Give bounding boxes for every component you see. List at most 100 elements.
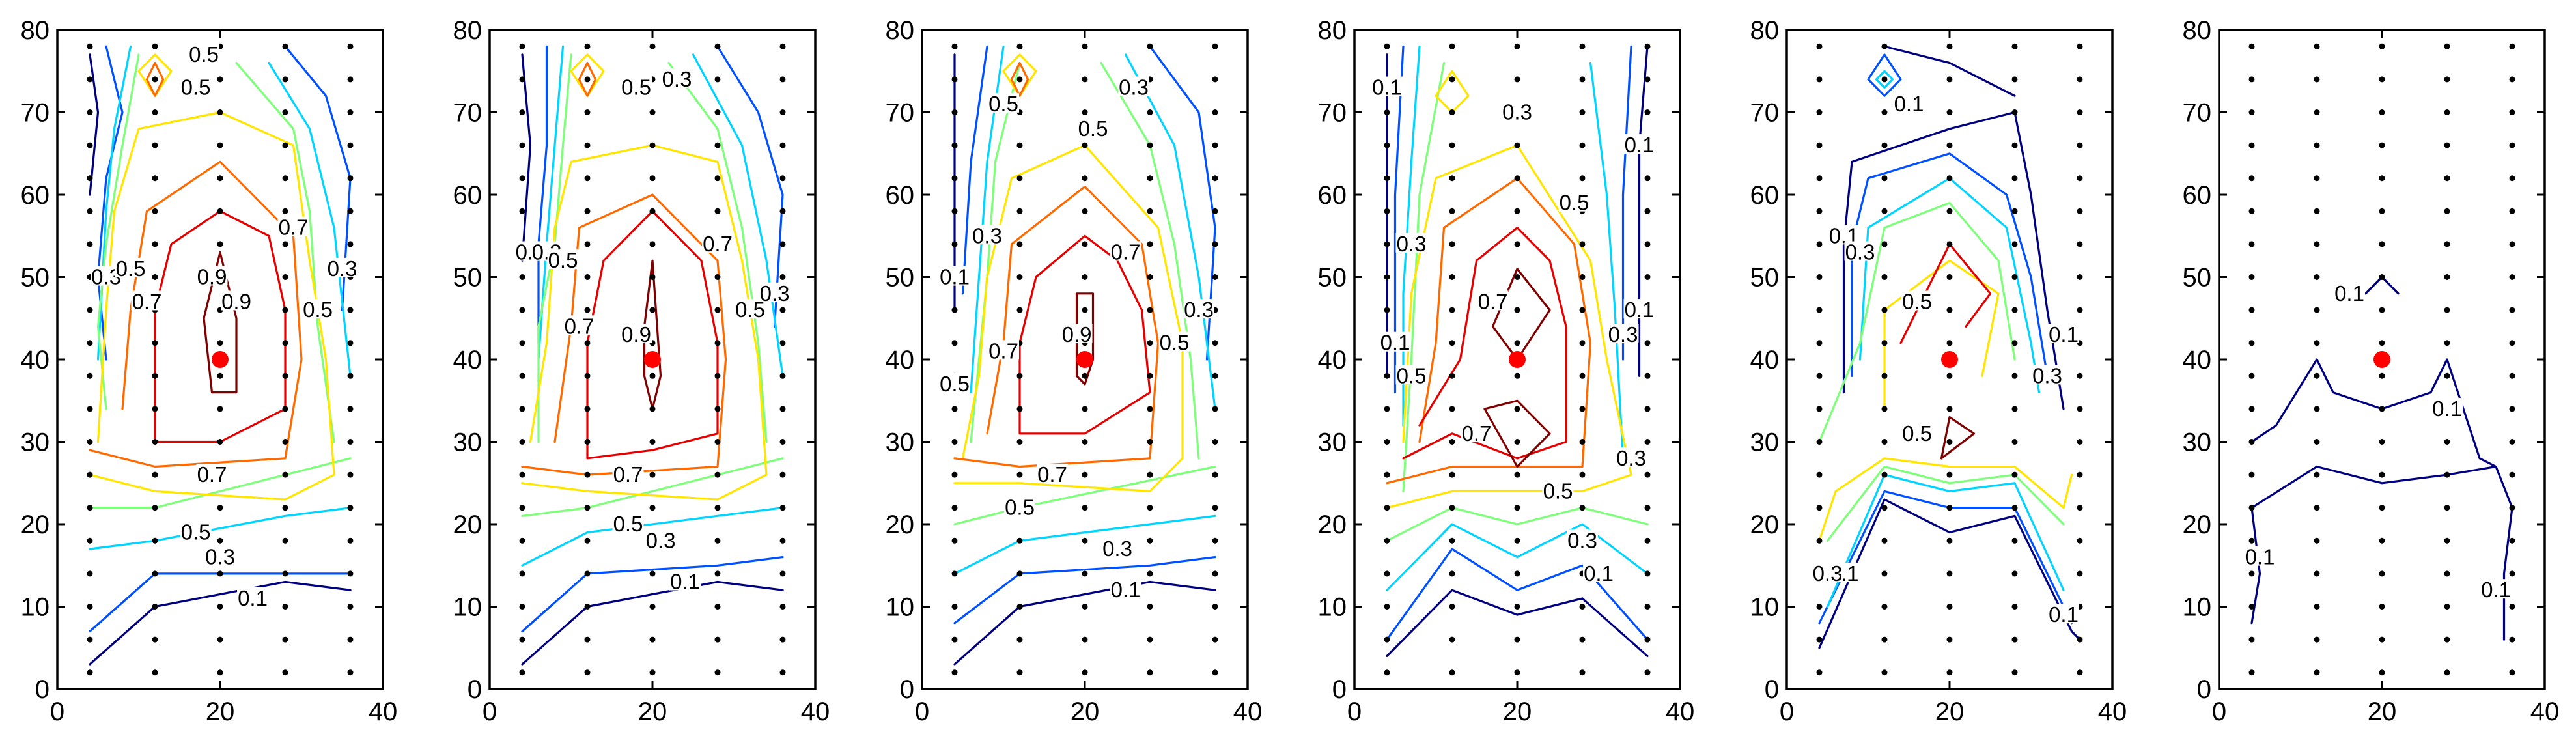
sample-point (347, 604, 354, 610)
sample-point (1946, 241, 1953, 247)
y-tick-label: 40 (453, 346, 483, 374)
sample-point (2248, 175, 2255, 182)
sample-point (1579, 307, 1586, 313)
contour-label-bg (1037, 464, 1068, 484)
contour-line-09 (203, 251, 238, 394)
sample-point (1816, 471, 1823, 478)
contour-label: 0.5 (1005, 496, 1035, 520)
sample-point (1946, 274, 1953, 280)
sample-point (1082, 537, 1088, 544)
sample-point (649, 669, 656, 676)
sample-point (2077, 274, 2083, 280)
x-tick-label: 0 (483, 697, 497, 726)
contour-label-bg (939, 372, 970, 393)
sample-point (2314, 208, 2320, 214)
contour-line-01 (1386, 589, 1649, 658)
sample-point (1644, 340, 1651, 346)
contour-line-02 (1818, 490, 2073, 625)
sample-point (1881, 340, 1888, 346)
x-tick-label: 20 (1503, 697, 1532, 726)
sample-point (1579, 241, 1586, 247)
contour-line-04 (96, 53, 140, 410)
sample-point (1946, 208, 1953, 214)
sample-point (87, 142, 93, 148)
sample-point (779, 505, 786, 511)
sample-point (347, 372, 354, 379)
contour-label: 0.5 (1078, 117, 1108, 141)
y-tick-label: 30 (2183, 429, 2212, 457)
sample-point (649, 570, 656, 577)
sample-point (1082, 43, 1088, 49)
sample-point (2314, 142, 2320, 148)
sample-point (2379, 471, 2385, 478)
contour-line-06 (1010, 61, 1029, 97)
sample-point (1946, 307, 1953, 313)
contour-label: 0.5 (1902, 289, 1932, 313)
y-tick-label: 50 (2183, 264, 2212, 292)
sample-point (1016, 570, 1023, 577)
y-tick-label: 20 (1318, 511, 1347, 539)
contour-line-04 (1818, 202, 2016, 443)
sample-point (2077, 505, 2083, 511)
y-tick-label: 40 (1750, 346, 1780, 374)
y-tick-label: 70 (21, 99, 50, 128)
sample-point (152, 471, 158, 478)
sample-point (2509, 471, 2515, 478)
sample-point (1016, 175, 1023, 182)
contour-line-03 (89, 507, 352, 550)
sample-point (2444, 142, 2450, 148)
sample-point (1816, 372, 1823, 379)
sample-point (282, 109, 288, 115)
sample-point (282, 570, 288, 577)
sample-point (152, 537, 158, 544)
contour-label-bg (1102, 537, 1133, 557)
contour-line-09 (1483, 399, 1551, 468)
sample-point (2509, 142, 2515, 148)
sample-point (1816, 636, 1823, 643)
y-tick-label: 10 (1318, 593, 1347, 622)
sample-point (1016, 307, 1023, 313)
sample-point (2011, 142, 2018, 148)
sample-point (649, 43, 656, 49)
sample-point (1147, 505, 1153, 511)
sample-point (714, 109, 721, 115)
sample-point (87, 340, 93, 346)
contour-label: 0.1 (2432, 397, 2462, 421)
y-tick-label: 0 (2197, 675, 2211, 704)
sample-point (347, 636, 354, 643)
sample-point (519, 76, 525, 83)
sample-point (1449, 142, 1455, 148)
sample-point (2379, 307, 2385, 313)
sample-point (1514, 307, 1520, 313)
sample-point (2379, 241, 2385, 247)
contour-line-04 (1826, 465, 2065, 542)
sample-point (217, 175, 223, 182)
contour-label: 0.1 (1380, 331, 1410, 355)
sample-point (87, 505, 93, 511)
contour-label-bg (237, 587, 268, 607)
contour-line-05 (570, 53, 605, 97)
sample-point (2379, 636, 2385, 643)
sample-point (714, 636, 721, 643)
contour-label-bg (196, 464, 228, 484)
sample-point (649, 372, 656, 379)
sample-point (1881, 307, 1888, 313)
sample-point (2077, 669, 2083, 676)
sample-point (649, 241, 656, 247)
sample-point (1384, 241, 1390, 247)
sample-point (584, 505, 591, 511)
sample-point (2509, 372, 2515, 379)
sample-point (519, 669, 525, 676)
sample-point (1016, 604, 1023, 610)
y-tick-label: 60 (1750, 181, 1780, 210)
sample-point (951, 537, 958, 544)
sample-point (584, 604, 591, 610)
sample-point (1082, 406, 1088, 412)
sample-point (1946, 604, 1953, 610)
contour-label: 0.3 (662, 67, 692, 91)
contour-label: 0.5 (621, 76, 651, 100)
sample-point (951, 439, 958, 445)
sample-point (1816, 274, 1823, 280)
sample-point (2077, 537, 2083, 544)
contour-label: 0.9 (221, 289, 251, 313)
